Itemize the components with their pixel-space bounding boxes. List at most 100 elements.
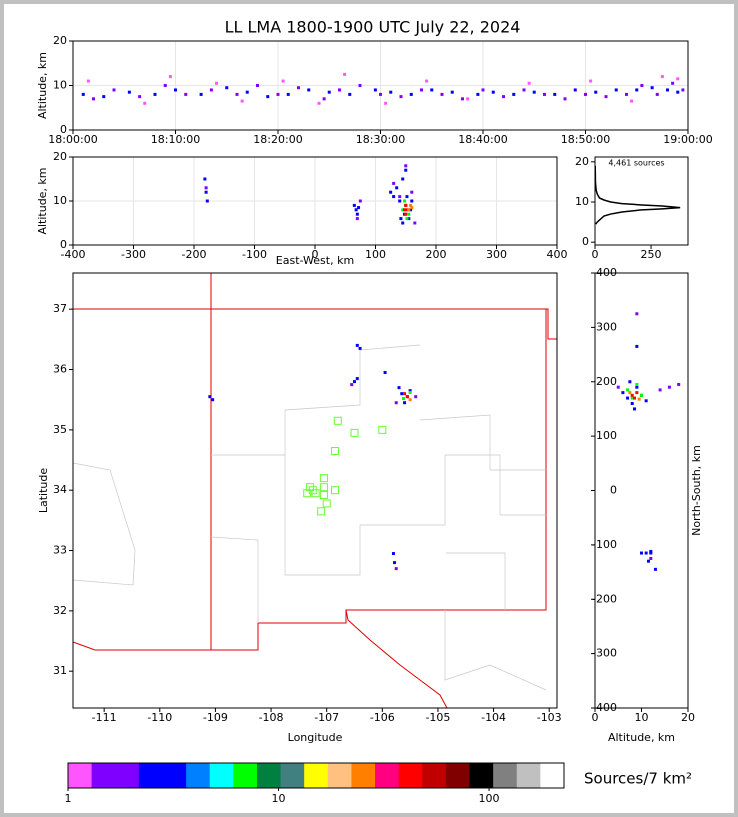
colorbar-segment: [209, 763, 234, 788]
source-point: [563, 97, 567, 101]
colorbar-frame: [67, 762, 565, 789]
station: [333, 416, 342, 425]
y-tick-label: 100: [596, 429, 617, 442]
source-point: [676, 77, 680, 81]
source-point: [491, 90, 495, 94]
source-point: [626, 396, 630, 400]
source-point: [628, 380, 632, 384]
source-point: [401, 396, 405, 400]
y-tick-label: 300: [596, 320, 617, 333]
source-point: [307, 88, 311, 92]
source-point: [420, 88, 423, 92]
source-point: [327, 90, 331, 94]
source-point: [81, 92, 85, 96]
source-point: [630, 396, 634, 400]
source-point: [649, 551, 653, 555]
x-tick-label: 0: [592, 711, 599, 724]
y-axis-label: Latitude: [37, 468, 50, 514]
source-point: [358, 346, 362, 350]
source-point: [614, 88, 618, 92]
source-point: [399, 95, 403, 99]
source-point: [143, 101, 147, 105]
colorbar-segment: [398, 763, 423, 788]
source-point: [573, 88, 577, 92]
y-tick-label: 0: [610, 484, 617, 497]
x-tick-label: 400: [547, 248, 568, 261]
source-point: [348, 92, 352, 96]
county-lines: [72, 344, 547, 691]
x-tick-label: -300: [121, 248, 146, 261]
source-point: [650, 86, 654, 90]
colorbar-segment: [256, 763, 282, 788]
y-tick-label: -300: [592, 647, 617, 660]
x-axis-label: Longitude: [288, 731, 343, 744]
source-point: [397, 386, 401, 390]
source-point: [621, 391, 625, 395]
source-point: [208, 395, 212, 399]
source-point: [409, 92, 413, 96]
source-point: [413, 221, 417, 225]
y-tick-label: 36: [53, 363, 67, 376]
source-point: [281, 79, 285, 83]
y-tick-label: 35: [53, 423, 67, 436]
colorbar-segment: [351, 763, 376, 788]
station: [378, 425, 387, 434]
source-point: [358, 84, 362, 87]
source-point: [383, 371, 387, 375]
source-point: [92, 97, 95, 101]
source-point: [655, 92, 659, 96]
county-line: [211, 344, 421, 456]
source-point: [322, 97, 326, 101]
source-point: [635, 382, 639, 386]
chart-title: LL LMA 1800-1900 UTC July 22, 2024: [225, 18, 521, 37]
source-point: [409, 208, 413, 212]
y-tick-label: 31: [53, 664, 67, 677]
source-point: [343, 72, 347, 76]
county-line: [284, 454, 546, 576]
colorbar-segment: [327, 763, 352, 788]
source-point: [658, 388, 662, 392]
x-tick-label: 200: [426, 248, 447, 261]
source-point: [635, 312, 639, 316]
x-tick-label: -111: [92, 711, 117, 724]
x-tick-label: -200: [182, 248, 207, 261]
figure-background: [4, 4, 734, 813]
source-point: [408, 398, 412, 402]
source-point: [266, 95, 270, 99]
panel: 18:00:00 18:10:00 18:20:00 18:30:00 18:40:00…: [48, 34, 712, 146]
colorbar-segment: [233, 763, 258, 788]
x-tick-label: 0: [312, 248, 319, 261]
y-tick-label: -100: [592, 538, 617, 551]
source-point: [235, 92, 239, 96]
colorbar-segment: [445, 763, 471, 788]
source-point: [405, 195, 409, 199]
colorbar-segment: [280, 763, 305, 788]
source-point: [637, 397, 641, 401]
source-point: [199, 92, 203, 96]
source-point: [297, 86, 300, 90]
source-point: [660, 75, 664, 79]
colorbar-segment: [68, 763, 93, 788]
source-point: [394, 567, 398, 571]
source-point: [584, 92, 587, 96]
source-point: [481, 88, 485, 92]
y-tick-label: 10: [53, 194, 67, 207]
source-point: [404, 203, 408, 207]
source-point: [398, 195, 402, 199]
panel: -400 -300 -200 -100 0 100 200 300 400 0 10 20: [53, 150, 568, 261]
source-point: [635, 344, 639, 348]
x-tick-label: 18:40:00: [458, 133, 507, 146]
x-tick-label: 100: [365, 248, 386, 261]
source-point: [138, 95, 142, 99]
profile-line: [594, 165, 681, 225]
source-point: [635, 385, 639, 389]
x-tick-label: 18:50:00: [561, 133, 610, 146]
source-point: [649, 556, 653, 560]
source-point: [391, 552, 395, 556]
source-point: [355, 343, 359, 347]
county-line: [210, 536, 259, 623]
source-point: [392, 195, 396, 199]
source-point: [553, 92, 557, 96]
source-point: [630, 393, 634, 397]
source-point: [384, 101, 388, 105]
